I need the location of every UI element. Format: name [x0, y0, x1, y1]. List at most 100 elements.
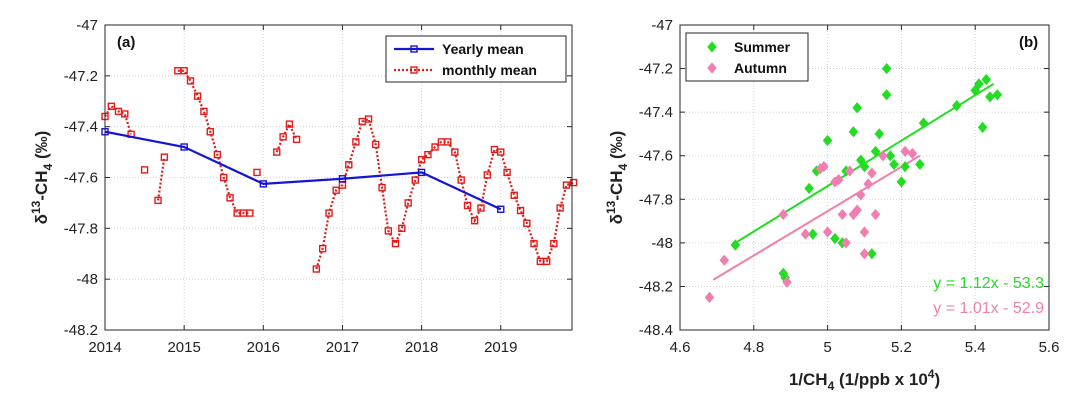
autumn-point [837, 208, 848, 221]
autumn-point [844, 165, 855, 177]
monthly-mean-point [444, 138, 452, 146]
y-label-unit: (‰) [607, 131, 626, 164]
autumn-point [870, 208, 881, 221]
x-label-unit: (1/ppb x 10 [834, 370, 928, 389]
monthly-mean-point [411, 176, 419, 184]
monthly-mean-point [391, 239, 400, 248]
autumn-point [704, 291, 715, 303]
panel-b-y-tick-label: -47.4 [639, 104, 673, 121]
panel-a-y-tick-label: -47.6 [64, 170, 98, 187]
summer-point [992, 89, 1003, 101]
monthly-mean-point [417, 156, 426, 164]
panel-b-y-axis-label: δ13-CH4 (‰) [604, 131, 630, 225]
monthly-mean-line [177, 69, 250, 215]
y-label-subscript: 4 [41, 163, 55, 170]
monthly-mean-point [193, 92, 202, 100]
panel-a-legend: Yearly mean monthly mean [385, 35, 567, 83]
summer-point [830, 232, 840, 245]
autumn-point [859, 226, 870, 238]
x-label-close: ) [934, 370, 940, 389]
y-label-delta: δ [32, 214, 51, 224]
panel-a-y-tick-label: -47 [76, 17, 98, 34]
monthly-mean-point [246, 209, 254, 217]
y-label-species: -CH [607, 170, 626, 200]
monthly-mean-point [470, 217, 479, 225]
summer-point [889, 158, 899, 171]
autumn-point [782, 276, 792, 288]
monthly-mean-point [404, 199, 412, 207]
y-label-superscript: 13 [604, 200, 618, 214]
legend-marker [410, 45, 418, 53]
monthly-mean-point [384, 227, 393, 235]
legend-marker [410, 66, 418, 74]
summer-point [900, 160, 910, 173]
yearly-mean-point [180, 143, 188, 151]
legend-label-autumn: Autumn [734, 60, 787, 76]
monthly-mean-point [345, 161, 353, 169]
panel-a-x-tick-label: 2016 [247, 339, 280, 356]
monthly-mean-point [253, 168, 261, 177]
panel-a-y-axis-label: δ13-CH4 (‰) [29, 131, 55, 225]
summer-point [974, 78, 984, 90]
monthly-mean-point [497, 148, 505, 156]
panel-b-y-tick-label: -48.4 [639, 322, 673, 339]
summer-point [981, 73, 992, 86]
monthly-mean-point [516, 206, 525, 215]
panel-a-x-tick-label: 2019 [484, 339, 517, 356]
summer-point [856, 154, 866, 166]
legend-box [385, 35, 567, 83]
panel-a-time-series: 2014 2015 2016 2017 2018 2019 -48.2 -48 -47.8 -47… [29, 17, 578, 356]
yearly-mean-line [104, 130, 502, 211]
summer-point [915, 158, 925, 171]
summer-point [804, 182, 814, 195]
monthly-mean-point [503, 168, 511, 177]
summer-point [896, 176, 907, 188]
panel-b-y-tick-label: -48.2 [639, 278, 673, 295]
summer-point [867, 248, 877, 260]
monthly-mean-point [160, 153, 169, 161]
panel-b-legend: Summer Autumn [685, 32, 809, 82]
panel-a-x-tick-label: 2018 [405, 339, 438, 356]
summer-point [885, 150, 896, 162]
panel-b-y-tick-label: -47.8 [639, 191, 673, 208]
legend-label-yearly-mean: Yearly mean [442, 41, 524, 57]
x-label-superscript: 4 [928, 367, 935, 381]
autumn-point [841, 237, 851, 249]
yearly-mean-point [338, 175, 347, 183]
monthly-mean-point [213, 150, 222, 159]
summer-fit-equation: y = 1.12x - 53.3 [933, 275, 1044, 292]
monthly-mean-point [378, 183, 386, 192]
monthly-mean-point [562, 181, 571, 189]
panel-a-x-tick-label: 2017 [326, 339, 359, 356]
monthly-mean-point [523, 219, 531, 227]
autumn-point [833, 174, 844, 186]
legend-marker [707, 41, 717, 53]
y-label-superscript: 13 [29, 200, 43, 214]
y-label-species: -CH [32, 170, 51, 200]
panel-a-y-tick-label: -47.4 [64, 119, 98, 136]
monthly-mean-point [186, 77, 195, 85]
x-label-subscript: 4 [828, 379, 835, 393]
autumn-point [778, 208, 789, 221]
monthly-mean-point [140, 166, 149, 174]
monthly-mean-point [273, 148, 281, 156]
monthly-mean-point [463, 201, 472, 210]
monthly-mean-point [457, 176, 465, 184]
legend-box [685, 32, 809, 82]
yearly-mean-point [259, 180, 268, 188]
summer-point [859, 160, 870, 173]
summer-point [918, 117, 929, 129]
autumn-point [719, 254, 730, 266]
monthly-mean-point [292, 135, 301, 144]
legend-label-monthly-mean: monthly mean [442, 62, 537, 78]
monthly-mean-point [180, 67, 188, 75]
panel-a-x-tick-label: 2015 [167, 339, 200, 356]
monthly-mean-point [332, 186, 340, 194]
monthly-mean-point [372, 140, 380, 149]
monthly-mean-point [279, 133, 287, 141]
monthly-mean-point [206, 128, 214, 136]
legend-label-summer: Summer [734, 39, 791, 55]
panel-b-x-tick-label: 5.6 [1039, 339, 1060, 356]
yearly-mean-point [497, 205, 505, 213]
panel-a-label: (a) [117, 34, 135, 51]
